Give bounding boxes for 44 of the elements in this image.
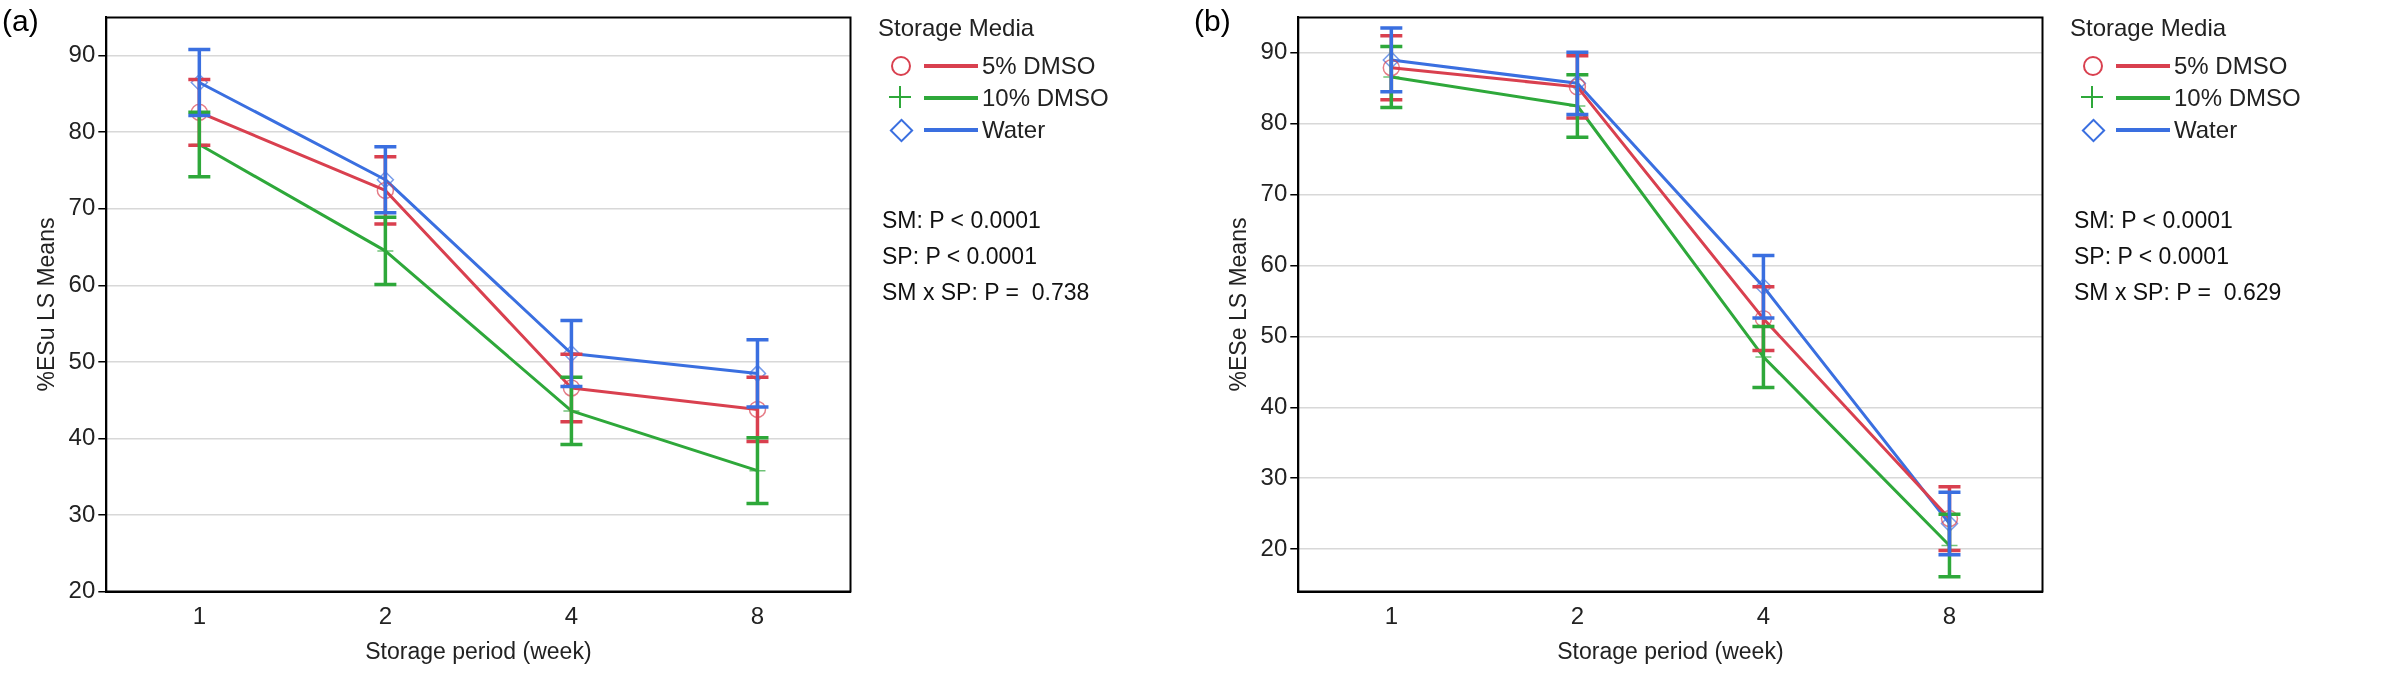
text: SP: P < 0.0001 (2074, 242, 2230, 271)
x-tick-label: 8 (750, 601, 765, 629)
y-tick-label: 40 (68, 423, 96, 451)
legend-label: 5% DMSO (2174, 52, 2288, 80)
x-axis-title: Storage period (week) (365, 637, 592, 664)
legend-label: Water (2174, 116, 2238, 144)
legend-label: 5% DMSO (982, 52, 1096, 80)
y-tick-label: 90 (68, 40, 96, 68)
y-tick-label: 60 (1260, 250, 1288, 278)
chart-title: (b) (1194, 4, 1231, 38)
y-tick-label: 50 (1260, 321, 1288, 349)
text: SM x SP: P = 0.738 (882, 278, 1091, 307)
y-tick-label: 80 (68, 116, 96, 144)
y-tick-label: 70 (68, 193, 96, 221)
legend-title: Storage Media (2070, 14, 2228, 42)
text: SM: P < 0.0001 (2074, 206, 2234, 235)
x-tick-label: 4 (564, 601, 579, 629)
y-tick-label: 50 (68, 346, 96, 374)
y-tick-label: 30 (1260, 462, 1288, 490)
x-tick-label: 8 (1942, 601, 1957, 629)
legend-label: Water (982, 116, 1046, 144)
legend-label: 10% DMSO (982, 84, 1109, 112)
y-tick-label: 80 (1260, 108, 1288, 136)
y-axis-title: %ESe LS Means (1225, 217, 1252, 392)
y-axis-title: %ESu LS Means (33, 217, 60, 392)
text: SP: P < 0.0001 (882, 242, 1038, 271)
chart-title: (a) (2, 4, 39, 38)
x-tick-label: 4 (1756, 601, 1771, 629)
y-tick-label: 40 (1260, 391, 1288, 419)
y-tick-label: 20 (68, 576, 96, 604)
y-tick-label: 70 (1260, 179, 1288, 207)
x-axis-title: Storage period (week) (1557, 637, 1784, 664)
text: SM x SP: P = 0.629 (2074, 278, 2283, 307)
legend-title: Storage Media (878, 14, 1036, 42)
y-tick-label: 20 (1260, 533, 1288, 561)
legend-label: 10% DMSO (2174, 84, 2301, 112)
x-tick-label: 2 (1570, 601, 1585, 629)
y-tick-label: 60 (68, 269, 96, 297)
y-tick-label: 30 (68, 499, 96, 527)
x-tick-label: 2 (378, 601, 393, 629)
x-tick-label: 1 (192, 601, 206, 629)
x-tick-label: 1 (1384, 601, 1398, 629)
text: SM: P < 0.0001 (882, 206, 1042, 235)
y-tick-label: 90 (1260, 37, 1288, 65)
